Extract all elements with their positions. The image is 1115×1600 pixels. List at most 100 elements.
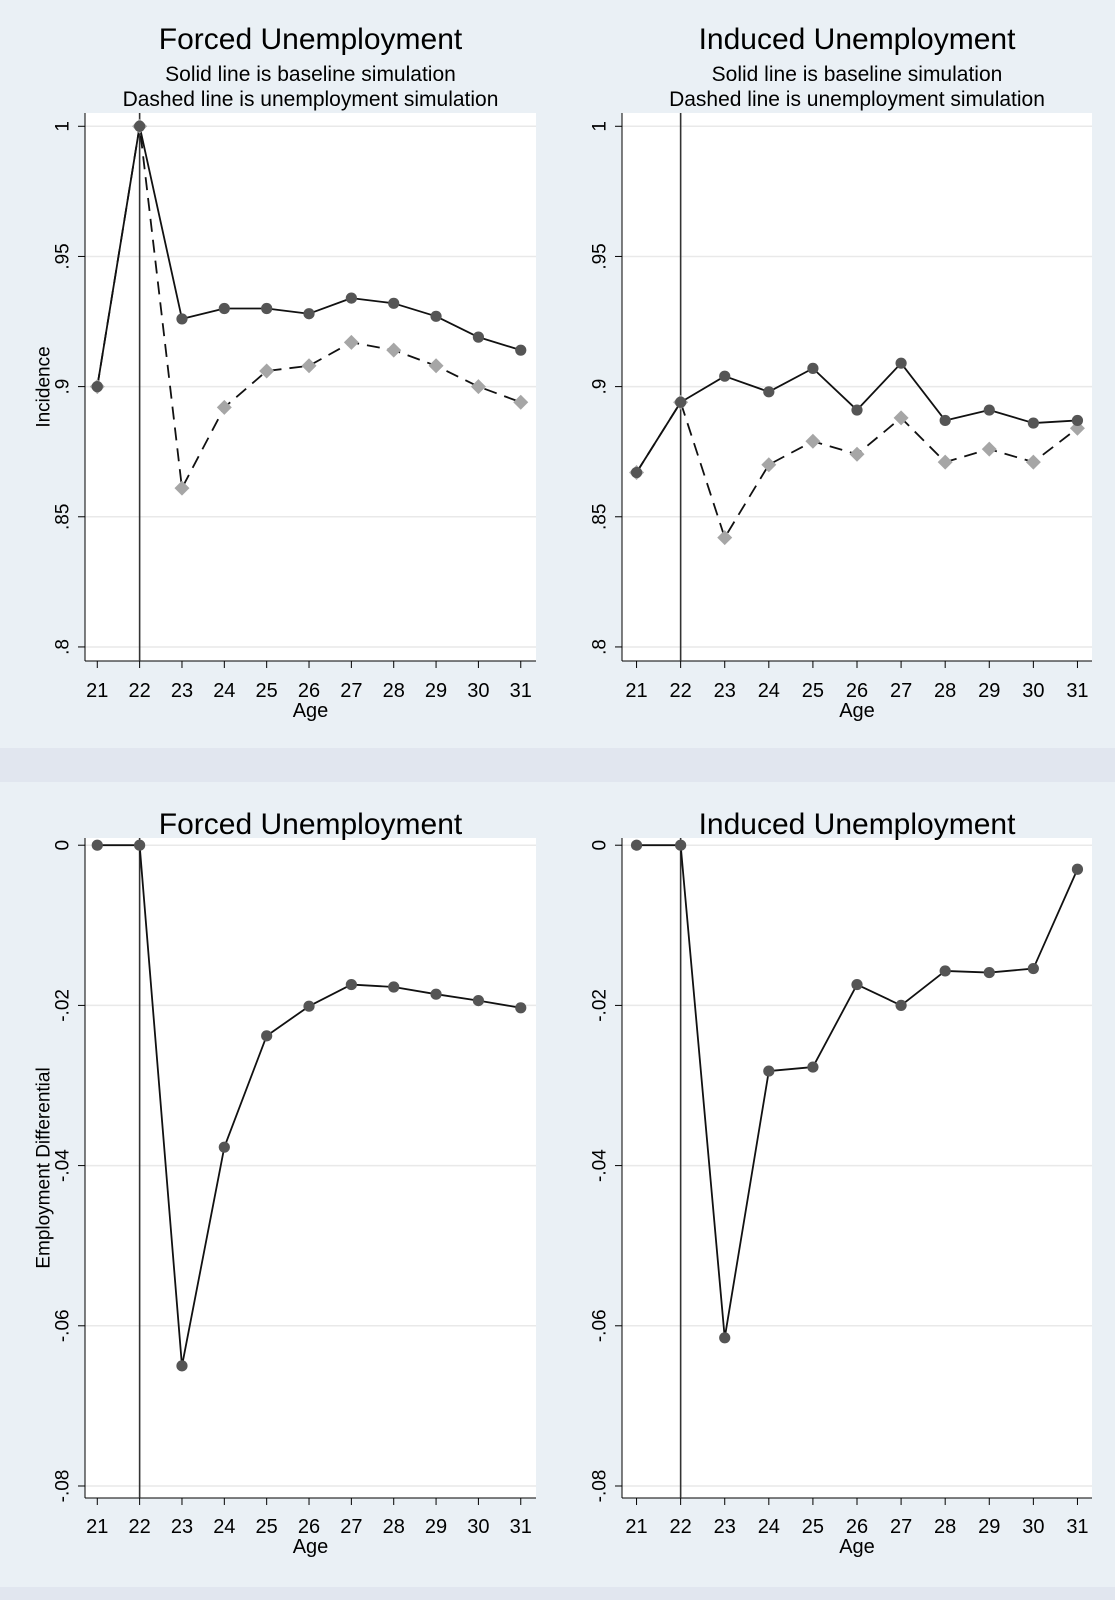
data-point-diamond [216, 399, 232, 415]
chart-title: Induced Unemployment [699, 23, 1017, 56]
data-point-circle [91, 381, 103, 393]
data-point-circle [218, 1141, 230, 1153]
y-tick-label: -.04 [590, 1149, 611, 1182]
data-point-circle [630, 839, 643, 851]
data-point-circle [345, 978, 357, 991]
data-point-circle [1027, 417, 1039, 429]
x-tick-label: 24 [758, 1516, 780, 1538]
data-point-circle [515, 1002, 527, 1014]
data-point-diamond [937, 454, 953, 470]
data-point-circle [1027, 962, 1039, 975]
x-tick-label: 21 [86, 1516, 108, 1538]
x-tick-label: 30 [467, 1516, 489, 1538]
data-point-circle [895, 357, 907, 369]
x-tick-label: 23 [714, 1516, 736, 1538]
data-point-circle [345, 292, 357, 304]
data-point-circle [630, 466, 643, 479]
data-point-circle [176, 313, 188, 325]
x-axis-label: Age [293, 700, 329, 722]
chart-subtitle: Solid line is baseline simulation [712, 63, 1003, 86]
data-point-circle [388, 297, 400, 309]
x-tick-label: 29 [425, 1516, 447, 1538]
y-tick-label: -.02 [53, 989, 74, 1022]
y-tick-label: .85 [590, 504, 611, 530]
x-tick-label: 22 [670, 680, 692, 702]
x-tick-label: 30 [467, 680, 489, 702]
data-point-circle [134, 839, 146, 851]
data-point-diamond [386, 342, 402, 358]
x-tick-label: 31 [510, 680, 532, 702]
data-point-circle [851, 404, 863, 416]
x-tick-label: 28 [383, 1516, 405, 1538]
data-point-circle [719, 370, 731, 382]
x-tick-label: 25 [256, 680, 278, 702]
x-tick-label: 31 [1066, 680, 1088, 702]
x-tick-label: 29 [425, 680, 447, 702]
data-point-circle [303, 1000, 315, 1012]
data-point-circle [303, 308, 315, 320]
x-tick-label: 27 [340, 1516, 362, 1538]
x-tick-label: 28 [383, 680, 405, 702]
data-point-diamond [259, 363, 275, 379]
data-point-circle [134, 120, 146, 132]
x-tick-label: 21 [86, 680, 108, 702]
y-tick-label: -.08 [53, 1470, 74, 1503]
data-point-circle [719, 1332, 731, 1344]
data-point-diamond [470, 379, 486, 395]
data-point-diamond [1025, 454, 1041, 470]
data-point-diamond [761, 457, 777, 473]
data-point-circle [675, 396, 687, 408]
x-axis-label: Age [839, 1536, 875, 1558]
data-point-circle [983, 966, 995, 979]
data-point-circle [91, 839, 103, 851]
x-tick-label: 25 [802, 680, 824, 702]
x-tick-label: 27 [340, 680, 362, 702]
x-axis-label: Age [293, 1536, 329, 1558]
y-axis-label: Incidence [34, 346, 55, 427]
data-point-diamond [849, 446, 865, 462]
x-tick-label: 28 [934, 680, 956, 702]
data-point-circle [430, 988, 442, 1000]
y-tick-label: 0 [53, 840, 74, 851]
data-point-circle [939, 414, 951, 427]
x-tick-label: 22 [670, 1516, 692, 1538]
data-point-circle [807, 362, 819, 374]
x-tick-label: 31 [510, 1516, 532, 1538]
data-point-diamond [301, 358, 317, 374]
x-tick-label: 26 [846, 680, 868, 702]
y-tick-label: .9 [53, 379, 74, 395]
chart-panel-3: -.08 -.06 -.04 -.02 0 21 22 23 24 25 26 27 28 29 30 31 A… [0, 782, 557, 1587]
x-tick-label: 22 [129, 680, 151, 702]
x-tick-label: 21 [625, 1516, 647, 1538]
x-tick-label: 24 [213, 1516, 235, 1538]
data-point-circle [430, 310, 442, 322]
x-tick-label: 27 [890, 1516, 912, 1538]
x-tick-label: 31 [1066, 1516, 1088, 1538]
data-point-circle [675, 839, 687, 851]
x-tick-label: 22 [129, 1516, 151, 1538]
x-tick-label: 27 [890, 680, 912, 702]
x-tick-label: 30 [1022, 680, 1044, 702]
data-point-circle [176, 1360, 188, 1372]
x-tick-label: 29 [978, 1516, 1000, 1538]
x-tick-label: 21 [625, 680, 647, 702]
data-point-diamond [805, 433, 821, 449]
y-tick-label: .8 [590, 639, 611, 655]
data-point-circle [261, 1030, 273, 1042]
x-tick-label: 30 [1022, 1516, 1044, 1538]
plot-area [622, 838, 1092, 1498]
data-point-circle [1071, 414, 1084, 427]
chart-subtitle: Dashed line is unemployment simulation [669, 88, 1045, 111]
data-point-diamond [981, 441, 997, 457]
data-point-circle [1071, 863, 1084, 875]
y-tick-label: 0 [590, 840, 611, 851]
data-point-circle [472, 331, 485, 343]
y-tick-label: .85 [53, 504, 74, 530]
data-point-diamond [428, 358, 444, 374]
chart-subtitle: Solid line is baseline simulation [165, 63, 456, 86]
x-tick-label: 26 [298, 1516, 320, 1538]
y-tick-label: .8 [53, 639, 74, 655]
y-tick-label: -.02 [590, 989, 611, 1022]
plot-area [85, 838, 536, 1498]
